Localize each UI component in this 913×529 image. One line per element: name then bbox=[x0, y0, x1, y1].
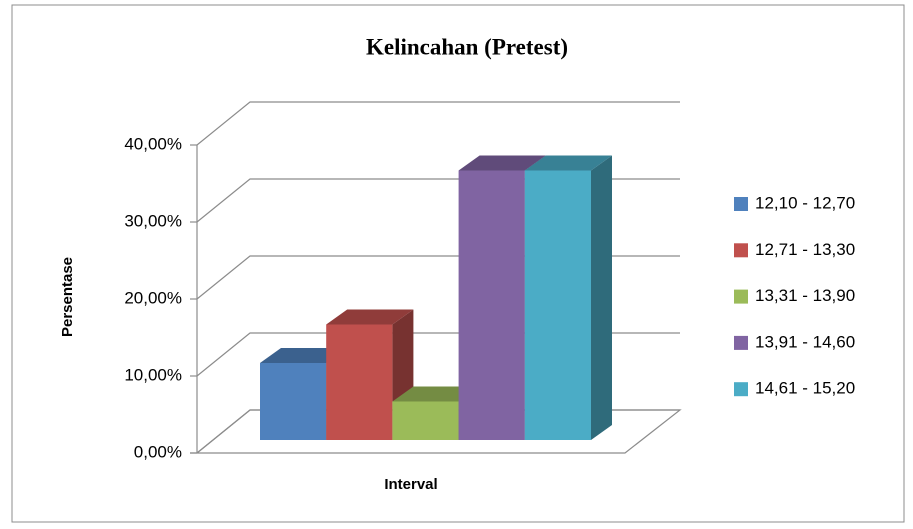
bar-top bbox=[458, 155, 546, 171]
legend-swatch bbox=[734, 382, 748, 397]
legend-label: 13,91 - 14,60 bbox=[755, 332, 855, 351]
y-tick-label: 0,00% bbox=[134, 442, 182, 461]
legend-label: 12,10 - 12,70 bbox=[755, 193, 855, 212]
chart-title: Kelincahan (Pretest) bbox=[366, 34, 568, 59]
bar bbox=[326, 324, 393, 440]
bar bbox=[524, 170, 591, 440]
legend-label: 14,61 - 15,20 bbox=[755, 379, 855, 398]
y-tick-label: 20,00% bbox=[124, 288, 182, 307]
y-tick-label: 10,00% bbox=[124, 365, 182, 384]
y-tick-label: 40,00% bbox=[124, 134, 182, 153]
grid-line bbox=[196, 101, 680, 146]
bar-top bbox=[524, 155, 612, 171]
bar-top bbox=[326, 309, 414, 325]
bar bbox=[458, 170, 525, 440]
bar bbox=[260, 363, 327, 440]
bar-top bbox=[392, 386, 480, 402]
bar bbox=[392, 401, 459, 440]
x-axis-label: Interval bbox=[384, 476, 437, 493]
legend-label: 12,71 - 13,30 bbox=[755, 240, 855, 259]
legend-swatch bbox=[734, 243, 748, 258]
legend-swatch bbox=[734, 289, 748, 304]
y-tick-label: 30,00% bbox=[124, 211, 182, 230]
legend-swatch bbox=[734, 335, 748, 350]
legend-label: 13,31 - 13,90 bbox=[755, 286, 855, 305]
bar-top bbox=[260, 348, 348, 363]
y-axis-label: Persentase bbox=[59, 257, 76, 337]
legend-swatch bbox=[734, 197, 748, 211]
bar-side bbox=[591, 155, 612, 440]
